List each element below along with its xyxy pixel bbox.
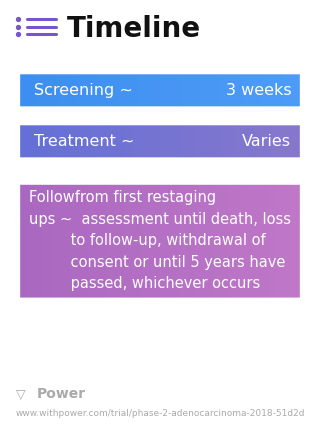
Text: Treatment ~: Treatment ~ bbox=[34, 134, 134, 149]
Text: Power: Power bbox=[37, 388, 86, 401]
Text: Timeline: Timeline bbox=[67, 15, 201, 43]
Text: Followfrom first restaging
ups ~  assessment until death, loss
         to follo: Followfrom first restaging ups ~ assessm… bbox=[29, 190, 291, 313]
Text: Screening ~: Screening ~ bbox=[34, 83, 132, 98]
Text: Varies: Varies bbox=[242, 134, 291, 149]
Text: ▽: ▽ bbox=[16, 388, 26, 401]
Text: 3 weeks: 3 weeks bbox=[226, 83, 291, 98]
Text: www.withpower.com/trial/phase-2-adenocarcinoma-2018-51d2d: www.withpower.com/trial/phase-2-adenocar… bbox=[15, 408, 305, 418]
